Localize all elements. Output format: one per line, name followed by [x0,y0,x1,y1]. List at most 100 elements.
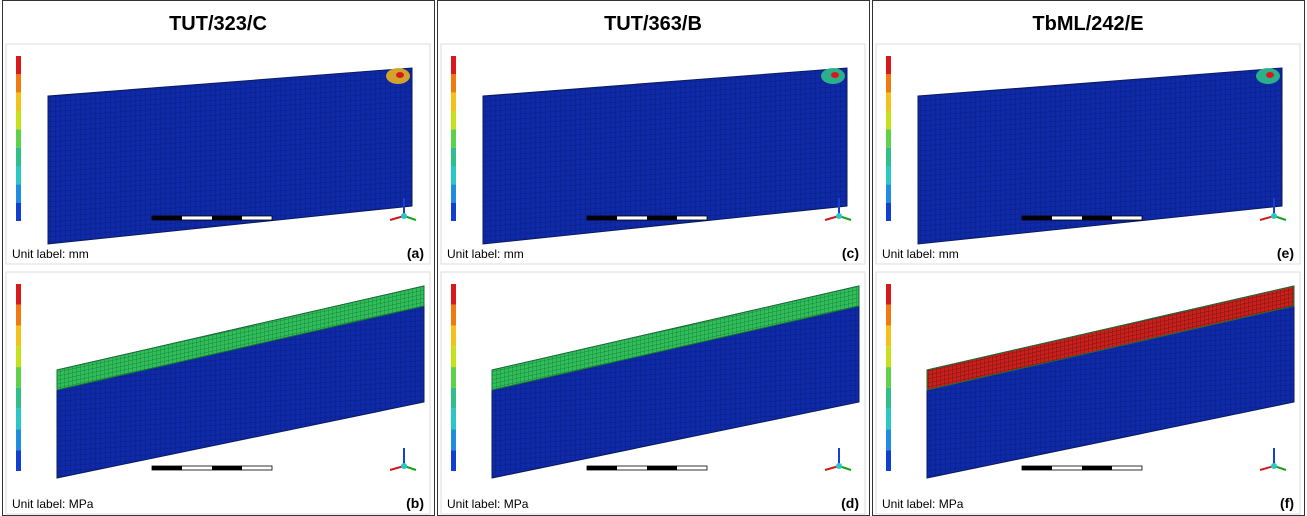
panel-letter: (e) [1277,245,1294,261]
scale-bar-fill [647,466,677,470]
legend-swatch [16,166,21,185]
fem-image: Unit label: mm (c) [440,43,866,265]
legend-swatch [451,346,456,368]
fem-image: Unit label: MPa (d) [440,271,866,515]
panel-title: TUT/323/C [169,13,267,35]
legend-swatch [16,111,21,130]
scale-bar-fill [1022,216,1052,220]
stress-band [491,285,860,391]
panel-letter: (f) [1280,495,1294,511]
legend-swatch [886,202,891,221]
axis-origin [1271,213,1277,219]
axis-origin [836,213,842,219]
fem-image: Unit label: MPa (b) [5,271,431,515]
axis-origin [1271,463,1277,469]
scale-bar-fill [1082,466,1112,470]
fem-image: Unit label: mm (e) [875,43,1301,265]
scale-bar-fill [587,216,617,220]
legend-swatch [16,429,21,451]
mesh-model [482,67,848,245]
legend-swatch [16,450,21,471]
axis-origin [401,213,407,219]
legend-swatch [16,325,21,347]
hotspot-core [831,72,839,78]
scale-bar-fill [212,466,242,470]
legend-swatch [16,184,21,203]
mesh-model [47,67,413,245]
legend-swatch [886,284,891,305]
legend-swatch [886,325,891,347]
legend-swatch [16,304,21,326]
legend-swatch [16,74,21,93]
legend-swatch [886,346,891,368]
legend-swatch [16,367,21,388]
stress-band [926,285,1295,391]
legend-swatch [451,147,456,166]
legend-swatch [16,147,21,166]
legend-swatch [886,111,891,130]
legend-swatch [451,304,456,326]
mesh-model [917,67,1283,245]
unit-label: Unit label: MPa [447,497,529,511]
unit-label: Unit label: MPa [12,497,94,511]
legend-swatch [451,202,456,221]
scale-bar-fill [152,466,182,470]
unit-label: Unit label: MPa [882,497,964,511]
legend-swatch [886,129,891,148]
stress-band [56,285,425,391]
legend-swatch [451,450,456,471]
legend-swatch [886,74,891,93]
legend-swatch [451,284,456,305]
scale-bar-fill [152,216,182,220]
legend-swatch [16,92,21,111]
legend-swatch [16,387,21,409]
legend-swatch [451,74,456,93]
panel-letter: (b) [406,495,424,511]
scale-bar-fill [587,466,617,470]
unit-label: Unit label: mm [882,247,959,261]
legend-swatch [451,367,456,388]
legend-swatch [886,387,891,409]
unit-label: Unit label: mm [447,247,524,261]
legend-swatch [451,129,456,148]
legend-swatch [886,304,891,326]
panel-title: TUT/363/B [604,13,702,35]
panel-letter: (c) [842,245,859,261]
legend-swatch [16,202,21,221]
legend-swatch [16,408,21,430]
legend-swatch [451,325,456,347]
scale-bar-fill [212,216,242,220]
legend-swatch [16,284,21,305]
legend-swatch [886,450,891,471]
fem-image: Unit label: MPa (f) [875,271,1301,515]
legend-swatch [451,184,456,203]
legend-swatch [16,346,21,368]
legend-swatch [451,166,456,185]
axis-origin [836,463,842,469]
legend-swatch [451,92,456,111]
legend-swatch [451,429,456,451]
legend-swatch [451,56,456,75]
legend-swatch [451,111,456,130]
legend-swatch [886,367,891,388]
panel-letter: (a) [407,245,424,261]
hotspot-core [1266,72,1274,78]
legend-swatch [16,56,21,75]
legend-swatch [886,429,891,451]
legend-swatch [886,166,891,185]
axis-origin [401,463,407,469]
panel-title: TbML/242/E [1032,13,1143,35]
legend-swatch [886,56,891,75]
legend-swatch [886,92,891,111]
legend-swatch [886,184,891,203]
legend-swatch [451,387,456,409]
hotspot-core [396,72,404,78]
legend-swatch [886,147,891,166]
panel-letter: (d) [841,495,859,511]
scale-bar-fill [1082,216,1112,220]
legend-swatch [451,408,456,430]
fem-image: Unit label: mm (a) [5,43,431,265]
legend-swatch [16,129,21,148]
scale-bar-fill [1022,466,1052,470]
